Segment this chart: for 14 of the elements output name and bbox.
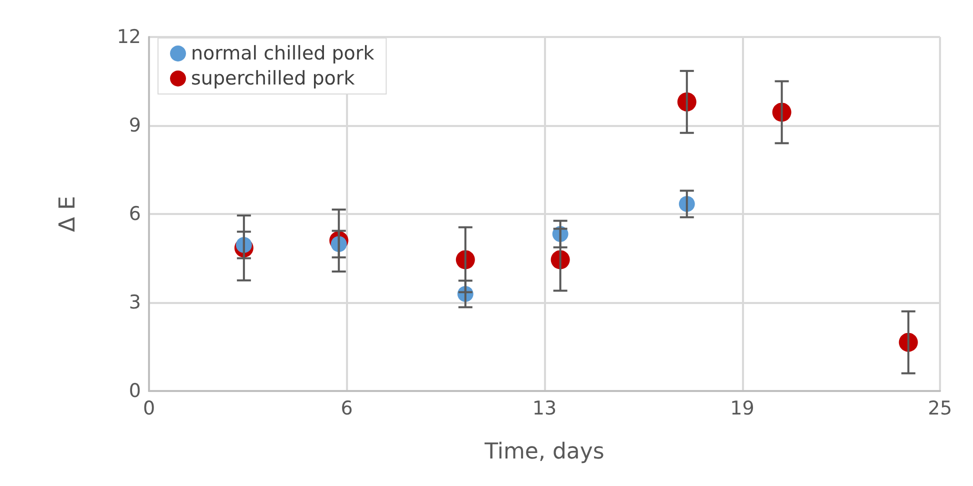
y-tick-label: 12	[116, 26, 141, 48]
x-tick-label: 0	[142, 398, 156, 420]
x-axis-title: Time, days	[484, 440, 604, 464]
x-tick-label: 25	[928, 398, 952, 420]
x-tick-label: 13	[532, 398, 557, 420]
y-tick-label: 0	[128, 380, 141, 402]
y-tick-label: 6	[128, 203, 141, 225]
y-tick-label: 9	[128, 114, 141, 136]
x-tick-label: 19	[730, 398, 754, 420]
y-tick-label: 3	[128, 292, 141, 314]
legend-label: normal chilled pork	[191, 42, 374, 64]
y-axis-title: Δ E	[56, 196, 80, 232]
x-tick-label: 6	[340, 398, 353, 420]
legend-label: superchilled pork	[191, 68, 355, 90]
